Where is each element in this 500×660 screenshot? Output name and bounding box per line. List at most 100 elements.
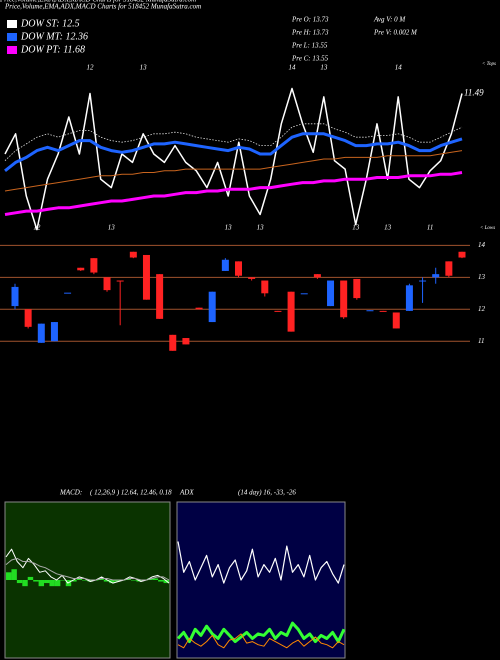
candle-body <box>235 261 242 276</box>
candle-body <box>261 280 269 294</box>
candle-body <box>419 280 427 282</box>
candle-body <box>77 267 85 271</box>
info-text: Pre O: 13.73 <box>291 16 329 24</box>
point-label: 12 <box>87 64 95 72</box>
histogram-bar <box>38 580 45 587</box>
histogram-bar <box>152 578 159 580</box>
series-line <box>5 557 170 581</box>
candle-body <box>11 286 19 307</box>
histogram-bar <box>22 580 28 587</box>
point-label: 14 <box>395 64 403 72</box>
candle-body <box>169 334 177 351</box>
candle-body <box>50 322 58 342</box>
candle-body <box>379 310 387 312</box>
candle-body <box>195 307 203 310</box>
point-label: 13 <box>320 64 328 72</box>
series-line <box>4 171 463 216</box>
candle-body <box>353 278 361 299</box>
histogram-bar <box>109 580 115 584</box>
y-tick-label: 13 <box>478 273 486 281</box>
panel-subtitle: ( 12,26,9 ) 12.64, 12.46, 0.18 <box>90 489 172 497</box>
histogram-bar <box>98 578 104 580</box>
legend-label: DOW ST: 12.5 <box>20 18 80 29</box>
candle-body <box>458 251 466 258</box>
candle-body <box>340 280 348 318</box>
legend-swatch <box>7 33 17 41</box>
point-label: 12 <box>33 224 41 232</box>
point-label: 11.49 <box>464 88 484 98</box>
histogram-bar <box>11 569 17 580</box>
candle-body <box>287 291 295 332</box>
histogram-bar <box>54 580 61 587</box>
candle-body <box>182 338 190 345</box>
legend-swatch <box>7 20 17 28</box>
histogram-bar <box>103 580 110 582</box>
candle-body <box>366 310 374 312</box>
candle-body <box>248 277 256 279</box>
panel-subtitle: (14 day) 16, -33, -26 <box>238 489 296 497</box>
info-text: Pre H: 13.73 <box>291 29 329 37</box>
histogram-bar <box>60 580 66 581</box>
legend-swatch <box>7 46 17 54</box>
point-label: 13 <box>225 224 233 232</box>
histogram-bar <box>6 572 12 580</box>
series-line <box>177 541 345 584</box>
series-line <box>177 633 345 649</box>
panel-title: ADX <box>179 489 194 497</box>
histogram-bar <box>114 580 121 582</box>
y-tick-label: 12 <box>478 305 486 313</box>
series-line <box>4 123 463 161</box>
series-line <box>4 150 463 192</box>
histogram-bar <box>44 580 50 584</box>
candle-body <box>313 274 321 278</box>
histogram-bar <box>16 580 23 584</box>
point-label: 11 <box>427 224 433 232</box>
info-text: Pre V: 0.002 M <box>373 29 418 37</box>
info-text: Avg V: 0 M <box>373 16 406 24</box>
y-tick-label: 11 <box>478 337 484 345</box>
chart-title: Price,Volume,EMA,ADX,MACD Charts for 518… <box>4 3 201 11</box>
lows-label: < Lows <box>480 226 495 231</box>
candle-body <box>156 274 164 319</box>
histogram-bar <box>163 580 169 584</box>
series-line <box>176 621 346 644</box>
candle-body <box>142 254 150 300</box>
histogram-bar <box>87 580 93 582</box>
panel-title: MACD: <box>59 489 82 497</box>
candle-body <box>116 280 124 282</box>
point-label: 14 <box>288 64 296 72</box>
point-label: 13 <box>140 64 148 72</box>
point-label: 13 <box>384 224 392 232</box>
candle-body <box>103 277 111 291</box>
point-label: 13 <box>257 224 265 232</box>
candle-body <box>90 258 98 273</box>
series-line <box>4 132 463 172</box>
legend-label: DOW MT: 12.36 <box>20 31 88 42</box>
panel-background <box>176 501 346 659</box>
candle-body <box>208 291 216 323</box>
candle-body <box>37 323 45 343</box>
candle-body <box>392 312 400 329</box>
candle-body <box>24 309 32 327</box>
histogram-bar <box>158 580 164 582</box>
legend-label: DOW PT: 11.68 <box>20 44 85 55</box>
info-text: Pre C: 13.55 <box>291 55 329 63</box>
candle-body <box>300 293 308 295</box>
histogram-bar <box>49 580 55 587</box>
candle-body <box>274 310 282 312</box>
histogram-bar <box>33 580 39 582</box>
candle-body <box>64 292 72 294</box>
candle-body <box>432 274 440 278</box>
histogram-bar <box>71 580 77 582</box>
candle-body <box>405 285 413 311</box>
y-tick-label: 14 <box>478 241 486 249</box>
point-label: 13 <box>352 224 360 232</box>
info-text: Pre L: 13.55 <box>291 42 328 50</box>
candle-body <box>445 261 453 276</box>
histogram-bar <box>76 578 83 580</box>
histogram-bar <box>82 580 88 581</box>
candle-body <box>129 251 137 258</box>
series-line <box>5 548 170 584</box>
histogram-bar <box>27 576 34 580</box>
